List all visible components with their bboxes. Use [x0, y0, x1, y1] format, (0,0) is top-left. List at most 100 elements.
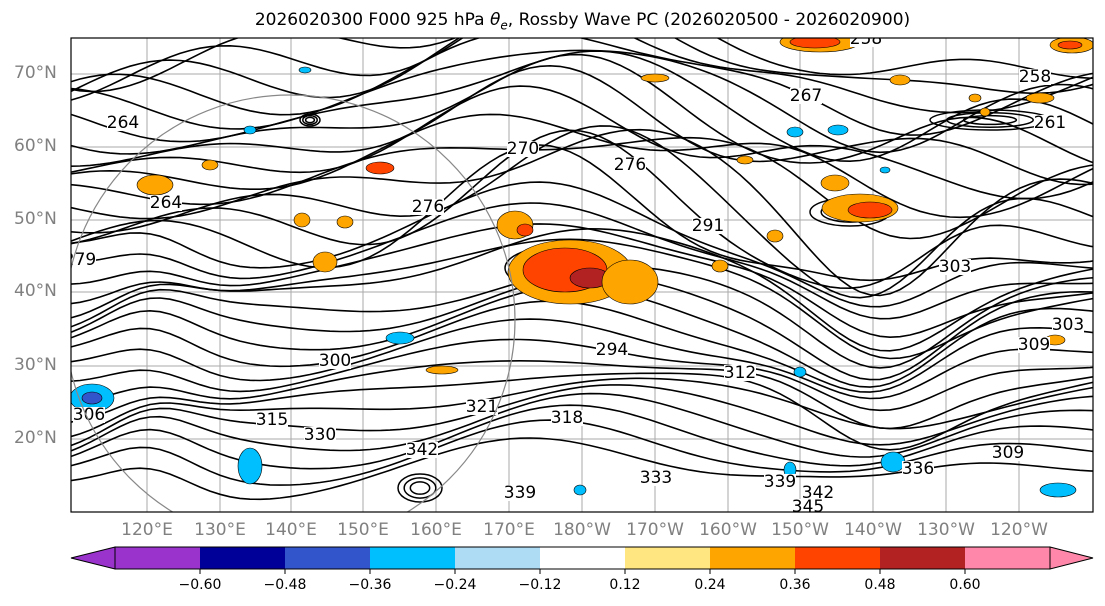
anomaly-patch [298, 66, 312, 74]
colorbar-segment [540, 547, 625, 569]
anomaly-patch [879, 166, 891, 174]
contour-line [71, 49, 1093, 154]
contour-label: 339 [764, 472, 796, 492]
contour-label: 336 [902, 459, 934, 479]
lon-label: 180°W [553, 520, 611, 540]
contour-label: 300 [319, 351, 351, 371]
contour-label-bg [1019, 69, 1051, 85]
contour-label: 270 [507, 139, 539, 159]
anomaly-patch [293, 212, 311, 228]
contour-label-bg [507, 141, 539, 157]
contour-label-bg [850, 38, 882, 47]
anomaly-patch [766, 229, 784, 243]
contour-line [71, 359, 1093, 430]
anomaly-patch [336, 215, 354, 229]
contour-line [71, 404, 1093, 470]
title-prefix: 2026020300 F000 925 hPa [254, 10, 490, 30]
colorbar-tick-label: −0.36 [348, 577, 392, 593]
contour-line [71, 372, 1093, 451]
contour-line [71, 223, 1093, 339]
theta-e-contours [71, 38, 1093, 503]
theta-subscript: e [500, 18, 508, 33]
contour-label-bg [614, 157, 646, 173]
closed-contour [304, 116, 316, 124]
contour-labels: 258 258 261 264 264 267 270 276 276 279 291 294 300 3… [71, 29, 1084, 512]
lon-label: 120°W [990, 520, 1048, 540]
closed-contour [962, 114, 1018, 126]
contour-line [71, 53, 1093, 164]
contour-label-bg [1052, 317, 1084, 333]
theta-symbol: θ [490, 10, 501, 30]
anomaly-patch [979, 107, 991, 117]
colorbar-tick-label: 0.60 [949, 577, 981, 593]
contour-label-bg [412, 199, 444, 215]
contour-label-bg [504, 485, 536, 501]
contour-label-bg [640, 470, 672, 486]
colorbar-tick-label: 0.48 [864, 577, 896, 593]
contour-label-bg [150, 195, 182, 211]
anomaly-patch [365, 161, 395, 175]
anomaly-patch [1025, 92, 1055, 104]
reference-circle [71, 94, 516, 512]
contour-line [71, 392, 1093, 458]
anomaly-patch [237, 447, 263, 485]
contour-label: 333 [640, 468, 672, 488]
contour-label: 309 [992, 443, 1024, 463]
contour-label: 294 [596, 340, 628, 360]
contour-label: 339 [504, 483, 536, 503]
title-suffix: , Rossby Wave PC (2026020500 - 202602090… [507, 10, 911, 30]
map-content: 258 258 261 264 264 267 270 276 276 279 291 294 300 3… [71, 29, 1093, 512]
colorbar-segment [795, 547, 880, 569]
anomaly-patch [640, 73, 670, 83]
contour-label-bg [992, 445, 1024, 461]
contour-label: 264 [107, 113, 139, 133]
anomaly-patch [1057, 40, 1083, 50]
colorbar-segment [455, 547, 540, 569]
contour-label-bg [596, 342, 628, 358]
anomaly-patch [793, 366, 807, 378]
anomaly-patch [243, 125, 257, 135]
contour-label-bg [107, 115, 139, 131]
contour-line [71, 129, 1093, 290]
rossby-pc-shading [71, 38, 1093, 498]
anomaly-patch [201, 159, 219, 171]
contour-line [71, 38, 1093, 101]
contour-label: 303 [939, 257, 971, 277]
contour-line [71, 338, 1093, 412]
colorbar-tick-label: 0.12 [609, 577, 641, 593]
contour-label-bg [764, 474, 796, 490]
contour-line [71, 113, 1093, 219]
contour-label: 303 [1052, 315, 1084, 335]
contour-label-bg [939, 259, 971, 275]
colorbar-segment [115, 547, 200, 569]
anomaly-patch [786, 126, 804, 138]
colorbar-tick-label: −0.48 [263, 577, 307, 593]
lon-label: 150°E [337, 520, 389, 540]
colorbar-segment [710, 547, 795, 569]
contour-label: 291 [692, 216, 724, 236]
contour-label-bg [692, 218, 724, 234]
colorbar-segment [370, 547, 455, 569]
contour-label-bg [1034, 115, 1066, 131]
closed-contour [397, 473, 443, 503]
lat-label: 60°N [14, 136, 57, 156]
lat-label: 30°N [14, 355, 57, 375]
contour-line [71, 38, 1093, 93]
colorbar-tick-label: −0.12 [518, 577, 562, 593]
contour-label-bg [724, 365, 756, 381]
colorbar-segment [880, 547, 965, 569]
contour-label: 318 [551, 408, 583, 428]
lat-label: 50°N [14, 209, 57, 229]
anomaly-patch [789, 38, 841, 49]
lon-label: 130°W [917, 520, 975, 540]
contour-line [71, 377, 1093, 438]
contour-label-bg [551, 410, 583, 426]
colorbar-tick-label: 0.24 [694, 577, 726, 593]
contour-label: 258 [850, 29, 882, 49]
anomaly-patch [711, 259, 729, 273]
map-frame [70, 37, 1094, 513]
chart-title: 2026020300 F000 925 hPa θe, Rossby Wave … [0, 10, 1105, 32]
contour-label: 267 [790, 86, 822, 106]
contour-label: 306 [73, 405, 105, 425]
colorbar-segment [965, 547, 1050, 569]
